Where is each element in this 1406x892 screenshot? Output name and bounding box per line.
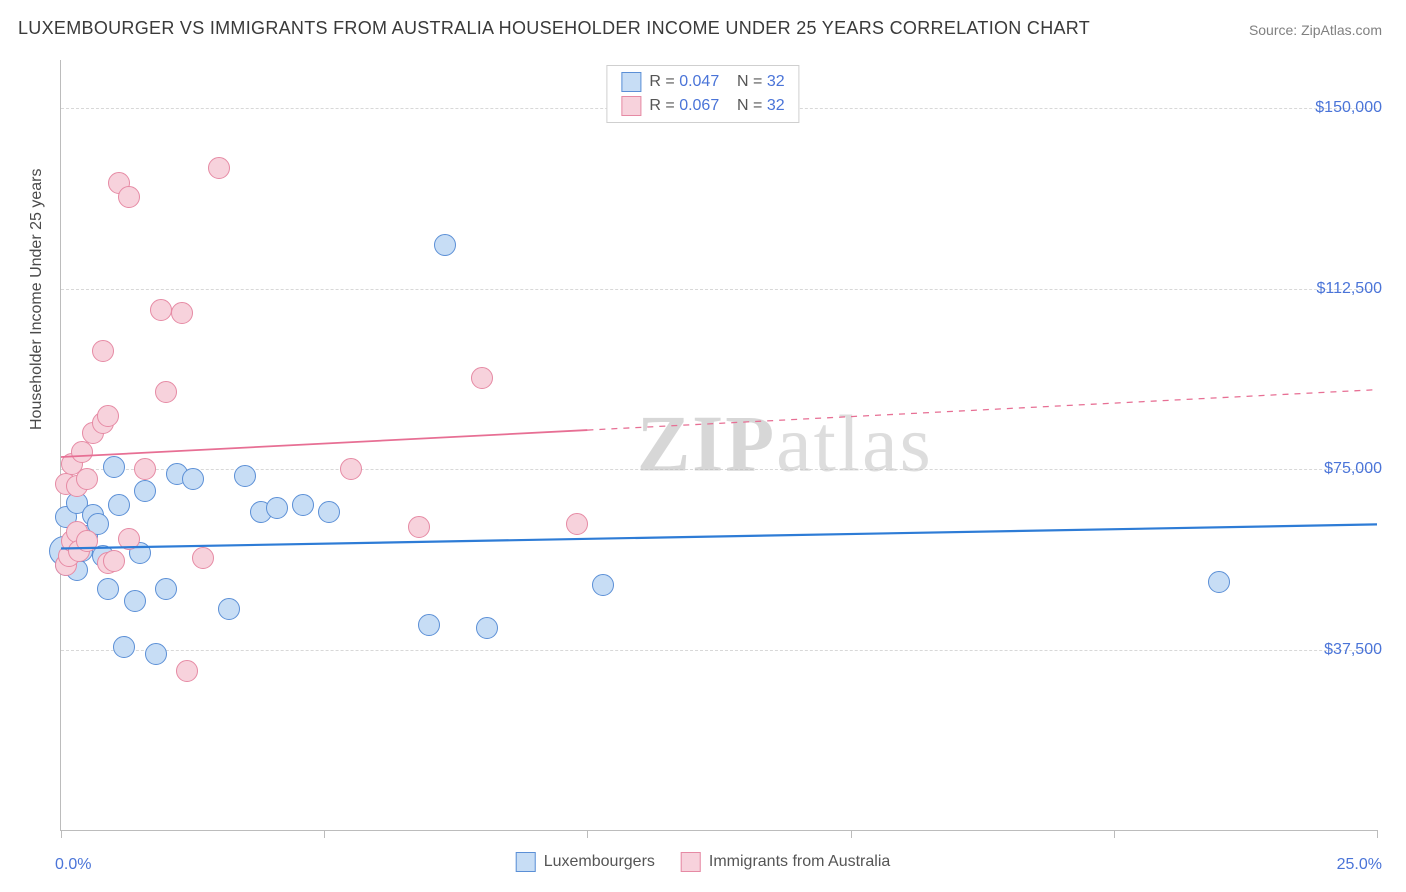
y-tick-label: $112,500 (1316, 280, 1382, 298)
source-attribution: Source: ZipAtlas.com (1249, 22, 1382, 38)
legend-stats-1: R = 0.067 N = 32 (649, 97, 784, 115)
data-point (176, 660, 198, 682)
watermark-bold: ZIP (637, 401, 776, 489)
legend-row-series-1: R = 0.067 N = 32 (617, 94, 788, 118)
data-point (318, 501, 340, 523)
data-point (208, 157, 230, 179)
data-point (97, 578, 119, 600)
trend-lines (61, 60, 1377, 830)
data-point (155, 381, 177, 403)
x-axis-max-label: 25.0% (1337, 856, 1382, 874)
data-point (218, 598, 240, 620)
data-point (76, 530, 98, 552)
data-point (566, 513, 588, 535)
data-point (408, 516, 430, 538)
x-tick (1114, 830, 1115, 838)
data-point (234, 465, 256, 487)
data-point (92, 340, 114, 362)
legend-row-series-0: R = 0.047 N = 32 (617, 70, 788, 94)
y-tick-label: $150,000 (1315, 99, 1382, 117)
data-point (134, 458, 156, 480)
data-point (145, 643, 167, 665)
legend-item-0: Luxembourgers (516, 852, 655, 872)
x-tick (324, 830, 325, 838)
plot-area: ZIPatlas (60, 60, 1377, 831)
x-axis-min-label: 0.0% (55, 856, 91, 874)
data-point (418, 614, 440, 636)
data-point (266, 497, 288, 519)
y-axis-label: Householder Income Under 25 years (28, 169, 46, 430)
y-tick-label: $37,500 (1324, 641, 1382, 659)
data-point (103, 550, 125, 572)
data-point (471, 367, 493, 389)
x-tick (61, 830, 62, 838)
data-point (192, 547, 214, 569)
legend-stats-0: R = 0.047 N = 32 (649, 73, 784, 91)
data-point (118, 186, 140, 208)
data-point (340, 458, 362, 480)
data-point (1208, 571, 1230, 593)
y-tick-label: $75,000 (1324, 460, 1382, 478)
data-point (292, 494, 314, 516)
watermark: ZIPatlas (637, 400, 933, 491)
data-point (182, 468, 204, 490)
data-point (103, 456, 125, 478)
data-point (108, 494, 130, 516)
gridline (61, 469, 1377, 470)
legend-swatch-bottom-1 (681, 852, 701, 872)
data-point (434, 234, 456, 256)
gridline (61, 650, 1377, 651)
x-tick (587, 830, 588, 838)
data-point (76, 468, 98, 490)
x-tick (851, 830, 852, 838)
correlation-chart: LUXEMBOURGER VS IMMIGRANTS FROM AUSTRALI… (0, 0, 1406, 892)
chart-title: LUXEMBOURGER VS IMMIGRANTS FROM AUSTRALI… (18, 18, 1090, 39)
watermark-light: atlas (776, 401, 933, 489)
data-point (124, 590, 146, 612)
x-tick (1377, 830, 1378, 838)
legend-correlation-box: R = 0.047 N = 32 R = 0.067 N = 32 (606, 65, 799, 123)
data-point (150, 299, 172, 321)
data-point (97, 405, 119, 427)
data-point (113, 636, 135, 658)
gridline (61, 289, 1377, 290)
legend-label-1: Immigrants from Australia (709, 853, 890, 871)
legend-series-names: Luxembourgers Immigrants from Australia (516, 852, 891, 872)
legend-label-0: Luxembourgers (544, 853, 655, 871)
data-point (592, 574, 614, 596)
data-point (476, 617, 498, 639)
legend-swatch-0 (621, 72, 641, 92)
legend-item-1: Immigrants from Australia (681, 852, 890, 872)
data-point (134, 480, 156, 502)
data-point (118, 528, 140, 550)
data-point (171, 302, 193, 324)
data-point (71, 441, 93, 463)
data-point (155, 578, 177, 600)
legend-swatch-1 (621, 96, 641, 116)
legend-swatch-bottom-0 (516, 852, 536, 872)
